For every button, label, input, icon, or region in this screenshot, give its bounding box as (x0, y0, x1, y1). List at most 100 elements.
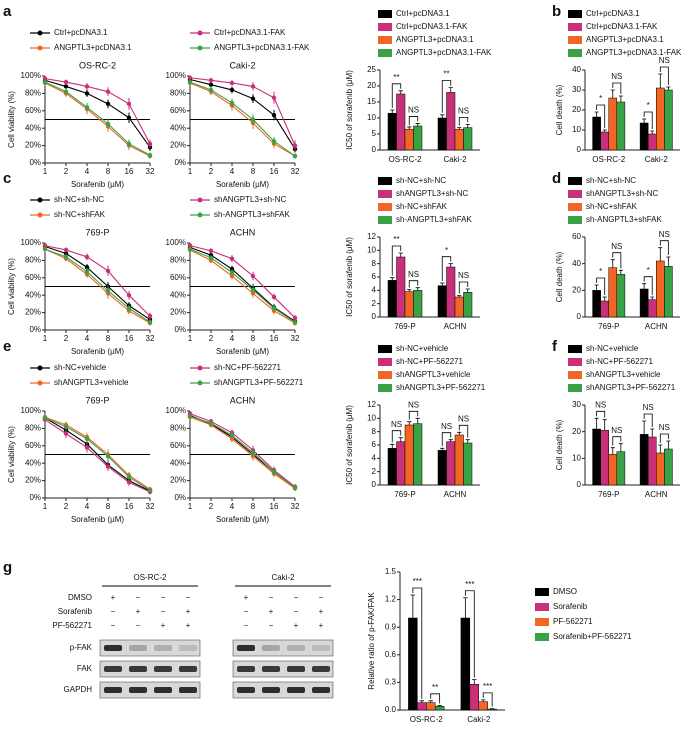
y-tick-label: 80% (25, 256, 41, 265)
bar (592, 290, 601, 318)
series-line (44, 245, 151, 321)
y-axis-label: IC50 of sorafenib (μM) (345, 70, 354, 150)
significance-label: * (599, 94, 602, 103)
x-tick-label: 32 (291, 334, 300, 343)
error-bar (407, 126, 412, 130)
bracket (408, 410, 419, 420)
legend-swatch (378, 216, 392, 224)
x-tick-label: 8 (106, 167, 111, 176)
legend-label: ANGPTL3+pcDNA3.1-FAK (214, 43, 310, 52)
y-axis-label: Relative ratio of p-FAK/FAK (367, 592, 376, 690)
x-tick-label: 4 (85, 334, 90, 343)
error-bar (457, 431, 462, 435)
y-tick-label: 100% (21, 406, 41, 415)
x-tick-label: 32 (146, 334, 155, 343)
legend-label: sh-NC+sh-NC (54, 195, 104, 204)
treatment-sign: − (269, 593, 274, 602)
point (229, 100, 235, 106)
significance-label: NS (659, 423, 670, 432)
series-line (189, 78, 296, 150)
bracket (612, 252, 622, 269)
error-bar (602, 419, 607, 431)
blot-band (154, 666, 172, 672)
point (63, 84, 69, 89)
subplot-title: Caki-2 (229, 60, 255, 70)
series-line (189, 81, 296, 157)
legend-label: Ctrl+pcDNA3.1-FAK (586, 22, 658, 31)
error-bar (440, 282, 445, 286)
blot-band (262, 687, 280, 693)
y-tick-label: 10 (572, 125, 581, 134)
point (126, 101, 132, 107)
y-tick-label: 4 (372, 453, 377, 462)
legend-label: Sorafenib (553, 602, 588, 611)
x-tick-label: 16 (270, 334, 279, 343)
significance-label: NS (659, 230, 670, 239)
error-bar (650, 296, 655, 300)
point (84, 105, 90, 110)
series-line (189, 246, 296, 322)
legend-swatch (378, 23, 392, 31)
x-tick-label: 769-P (598, 490, 619, 499)
y-tick-label: 80% (170, 89, 186, 98)
y-tick-label: 20% (25, 308, 41, 317)
significance-label: *** (413, 577, 422, 586)
y-tick-label: 20 (572, 105, 581, 114)
error-bar (658, 247, 663, 261)
y-tick-label: 0% (29, 493, 41, 502)
bracket (659, 66, 669, 85)
bracket (391, 245, 402, 276)
y-tick-label: 5 (372, 129, 377, 138)
legend-marker (37, 380, 43, 386)
treatment-sign: + (294, 621, 299, 630)
y-tick-label: 4 (372, 285, 377, 294)
point (84, 436, 90, 442)
x-tick-label: 4 (230, 502, 235, 511)
point (187, 79, 193, 85)
point (271, 306, 277, 311)
point (208, 82, 214, 87)
series-line (44, 248, 151, 324)
error-bar (666, 440, 671, 449)
legend-label: sh-NC+vehicle (586, 344, 639, 353)
legend-label: sh-ANGPTL3+shFAK (586, 215, 662, 224)
series-line (44, 248, 151, 323)
x-tick-label: 8 (106, 502, 111, 511)
blot-band (129, 687, 147, 693)
legend-swatch (378, 203, 392, 211)
treatment-sign: − (319, 593, 324, 602)
error-bar (465, 288, 470, 293)
x-tick-label: 8 (251, 334, 256, 343)
error-bar (398, 90, 403, 94)
legend-marker (197, 197, 203, 203)
significance-label: *** (483, 682, 492, 691)
y-tick-label: 20% (170, 141, 186, 150)
treatment-sign: + (111, 593, 116, 602)
point (147, 152, 153, 158)
y-tick-label: 0% (29, 325, 41, 334)
treatment-sign: − (161, 607, 166, 616)
legend-label: Sorafenib+PF-562271 (553, 632, 632, 641)
legend-label: Ctrl+pcDNA3.1-FAK (214, 28, 286, 37)
bar (446, 441, 456, 486)
x-tick-label: ACHN (645, 490, 668, 499)
error-bar (410, 594, 416, 618)
bar (639, 434, 649, 486)
legend-swatch (378, 10, 392, 18)
y-tick-label: 0.6 (385, 650, 397, 659)
subplot-title: ACHN (230, 395, 256, 405)
blot-band (237, 645, 255, 651)
series-line (189, 415, 296, 489)
y-tick-label: 100% (21, 238, 41, 247)
bar (592, 428, 601, 486)
treatment-sign: − (111, 621, 116, 630)
legend-swatch (378, 177, 392, 185)
y-tick-label: 10 (367, 413, 376, 422)
bar (413, 125, 423, 151)
error-bar (415, 287, 420, 291)
legend-label: sh-NC+shFAK (586, 202, 638, 211)
legend-swatch (378, 358, 392, 366)
legend-marker (37, 30, 43, 36)
legend-swatch (378, 345, 392, 353)
x-tick-label: 16 (125, 167, 134, 176)
